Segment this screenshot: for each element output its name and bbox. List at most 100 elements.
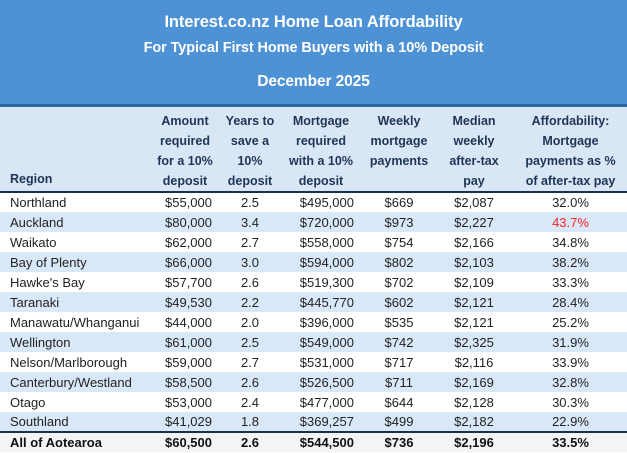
page-subtitle: For Typical First Home Buyers with a 10%… [143,40,484,56]
cell-years_to_save: 2.2 [240,294,260,310]
cell-region: Northland [10,195,67,210]
cell-median_pay: $2,166 [454,234,494,250]
column-header-weekly_payment: Weekly mortgage payments [364,107,434,192]
cell-weekly_payment: $535 [384,314,414,330]
cell-deposit_amount: $41,029 [165,414,212,429]
cell-region: Bay of Plenty [10,254,87,270]
cell-region: Manawatu/Whanganui [10,314,140,330]
cell-median_pay: $2,128 [454,394,494,410]
cell-affordability: 25.2% [552,314,589,330]
cell-years_to_save: 2.6 [240,374,260,390]
column-header-region: Region [0,107,148,192]
cell-deposit_amount: $53,000 [165,394,212,410]
cell-median_pay: $2,169 [454,374,494,390]
cell-deposit_amount: $66,000 [165,254,212,270]
table-row: Canterbury/Westland $58,500 2.6 $526,500 $71… [0,372,627,392]
table-row: Taranaki $49,530 2.2 $445,770 $602 $2,121 28.4… [0,292,627,312]
cell-mortgage_required: $445,770 [299,294,354,310]
cell-weekly_payment: $742 [384,334,414,350]
affordability-table: Region Amount required for a 10% deposit Y… [0,107,627,452]
cell-weekly_payment: $602 [384,294,414,310]
cell-weekly_payment: $736 [384,435,414,450]
cell-region: Waikato [10,234,57,250]
cell-median_pay: $2,116 [454,354,494,370]
column-header-years_to_save: Years to save a 10% deposit [222,107,278,192]
cell-years_to_save: 3.4 [240,214,260,230]
cell-deposit_amount: $60,500 [165,435,212,450]
cell-mortgage_required: $519,300 [299,274,354,290]
table-row: Auckland $80,000 3.4 $720,000 $973 $2,227 43.7… [0,212,627,232]
cell-affordability: 32.0% [552,195,589,210]
report-period: December 2025 [257,73,370,90]
cell-affordability: 33.9% [552,354,589,370]
table-row: Waikato $62,000 2.7 $558,000 $754 $2,166 34.8% [0,232,627,252]
cell-years_to_save: 3.0 [240,254,260,270]
cell-weekly_payment: $973 [384,214,414,230]
cell-region: Southland [10,414,69,429]
cell-deposit_amount: $62,000 [165,234,212,250]
cell-years_to_save: 2.6 [240,274,260,290]
column-header-mortgage_required: Mortgage required with a 10% deposit [278,107,364,192]
table-row: Bay of Plenty $66,000 3.0 $594,000 $802 $2,10… [0,252,627,272]
cell-weekly_payment: $702 [384,274,414,290]
cell-median_pay: $2,227 [454,214,494,230]
cell-weekly_payment: $711 [385,374,413,390]
cell-years_to_save: 2.7 [240,354,260,370]
cell-deposit_amount: $44,000 [165,314,212,330]
cell-median_pay: $2,325 [454,334,494,350]
cell-region: All of Aotearoa [10,435,102,450]
cell-weekly_payment: $669 [384,195,414,210]
cell-years_to_save: 2.5 [240,334,260,350]
column-header-deposit_amount: Amount required for a 10% deposit [148,107,222,192]
cell-median_pay: $2,109 [454,274,494,290]
cell-deposit_amount: $80,000 [165,214,212,230]
table-row: Southland $41,029 1.8 $369,257 $499 $2,182 22.… [0,412,627,432]
cell-mortgage_required: $720,000 [299,214,354,230]
cell-years_to_save: 1.8 [240,414,260,429]
cell-mortgage_required: $477,000 [299,394,354,410]
cell-affordability: 31.9% [552,334,589,350]
cell-affordability: 38.2% [552,254,589,270]
cell-weekly_payment: $499 [384,414,414,429]
column-header-median_pay: Median weekly after-tax pay [434,107,514,192]
cell-deposit_amount: $61,000 [165,334,212,350]
cell-affordability: 33.5% [552,435,589,450]
cell-affordability: 43.7% [552,214,589,230]
cell-affordability: 30.3% [552,394,589,410]
table-row: Otago $53,000 2.4 $477,000 $644 $2,128 30.3% [0,392,627,412]
cell-mortgage_required: $544,500 [299,435,354,450]
cell-affordability: 34.8% [552,234,589,250]
table-row: Manawatu/Whanganui $44,000 2.0 $396,000 $535… [0,312,627,332]
cell-median_pay: $2,196 [454,435,494,450]
cell-mortgage_required: $495,000 [299,195,354,210]
cell-region: Hawke's Bay [10,274,85,290]
cell-region: Canterbury/Westland [10,374,132,390]
cell-median_pay: $2,121 [454,314,494,330]
cell-mortgage_required: $531,000 [299,354,354,370]
column-header-affordability: Affordability: Mortgage payments as % of… [514,107,627,192]
page-title: Interest.co.nz Home Loan Affordability [164,13,463,31]
cell-region: Auckland [10,214,64,230]
cell-years_to_save: 2.5 [240,195,260,210]
cell-affordability: 32.8% [552,374,589,390]
cell-mortgage_required: $369,257 [299,414,354,429]
table-row: Hawke's Bay $57,700 2.6 $519,300 $702 $2,109 3… [0,272,627,292]
cell-years_to_save: 2.4 [240,394,260,410]
cell-deposit_amount: $59,000 [165,354,212,370]
cell-weekly_payment: $802 [384,254,414,270]
cell-affordability: 33.3% [552,274,589,290]
cell-weekly_payment: $717 [384,354,414,370]
table-body: Northland $55,000 2.5 $495,000 $669 $2,087 32.… [0,192,627,452]
cell-median_pay: $2,182 [454,414,494,429]
cell-median_pay: $2,121 [454,294,494,310]
banner: Interest.co.nz Home Loan Affordability F… [0,0,627,107]
cell-deposit_amount: $55,000 [165,195,212,210]
cell-region: Wellington [10,334,71,350]
cell-deposit_amount: $49,530 [165,294,212,310]
cell-weekly_payment: $644 [384,394,414,410]
cell-median_pay: $2,087 [454,195,494,210]
cell-mortgage_required: $396,000 [299,314,354,330]
table-row: Wellington $61,000 2.5 $549,000 $742 $2,325 31… [0,332,627,352]
cell-years_to_save: 2.7 [240,234,260,250]
cell-region: Nelson/Marlborough [10,354,128,370]
